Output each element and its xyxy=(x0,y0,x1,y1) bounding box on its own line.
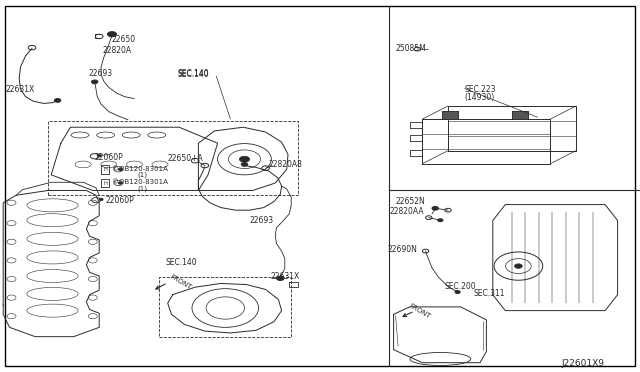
Text: FRONT: FRONT xyxy=(169,273,193,291)
Circle shape xyxy=(54,99,61,102)
Text: SEC.200: SEC.200 xyxy=(445,282,476,291)
Text: H: H xyxy=(103,180,107,186)
Text: 22650: 22650 xyxy=(112,35,136,44)
Text: 22631X: 22631X xyxy=(270,272,300,281)
Text: (1): (1) xyxy=(138,185,148,192)
Text: ©OB120-8301A: ©OB120-8301A xyxy=(112,166,168,171)
Circle shape xyxy=(118,182,122,184)
Text: 22060P: 22060P xyxy=(95,153,124,162)
Text: SEC.311: SEC.311 xyxy=(474,289,505,298)
Circle shape xyxy=(118,168,122,170)
Text: SEC.140: SEC.140 xyxy=(165,258,196,267)
Text: SEC.140: SEC.140 xyxy=(178,70,209,79)
Bar xyxy=(512,111,528,119)
Circle shape xyxy=(241,163,248,166)
Circle shape xyxy=(432,206,438,210)
Circle shape xyxy=(414,47,420,51)
Text: SEC.223: SEC.223 xyxy=(465,85,496,94)
Text: J22601X9: J22601X9 xyxy=(562,359,605,368)
Circle shape xyxy=(92,80,98,84)
Text: H: H xyxy=(103,167,107,172)
Circle shape xyxy=(438,219,443,222)
Bar xyxy=(442,111,458,119)
Circle shape xyxy=(515,264,522,268)
Text: 22820A: 22820A xyxy=(102,46,132,55)
Text: ©OB120-8301A: ©OB120-8301A xyxy=(112,179,168,185)
Text: (1): (1) xyxy=(138,171,148,178)
Text: 22820A8: 22820A8 xyxy=(269,160,303,169)
Text: SEC.140: SEC.140 xyxy=(178,69,209,78)
Text: 22650+A: 22650+A xyxy=(168,154,204,163)
Text: 22652N: 22652N xyxy=(396,197,425,206)
Text: 22693: 22693 xyxy=(88,69,113,78)
Circle shape xyxy=(239,156,250,162)
Circle shape xyxy=(276,276,284,280)
Circle shape xyxy=(99,198,103,201)
Text: FRONT: FRONT xyxy=(408,302,432,320)
Text: 22820AA: 22820AA xyxy=(389,207,424,216)
Circle shape xyxy=(455,291,460,294)
Text: 22693: 22693 xyxy=(250,216,274,225)
Text: 22690N: 22690N xyxy=(388,245,418,254)
Text: 22060P: 22060P xyxy=(106,196,134,205)
Text: (14930): (14930) xyxy=(465,93,495,102)
Text: 22631X: 22631X xyxy=(5,85,35,94)
Text: 25085M: 25085M xyxy=(396,44,426,53)
Circle shape xyxy=(108,32,116,37)
Circle shape xyxy=(97,154,101,157)
